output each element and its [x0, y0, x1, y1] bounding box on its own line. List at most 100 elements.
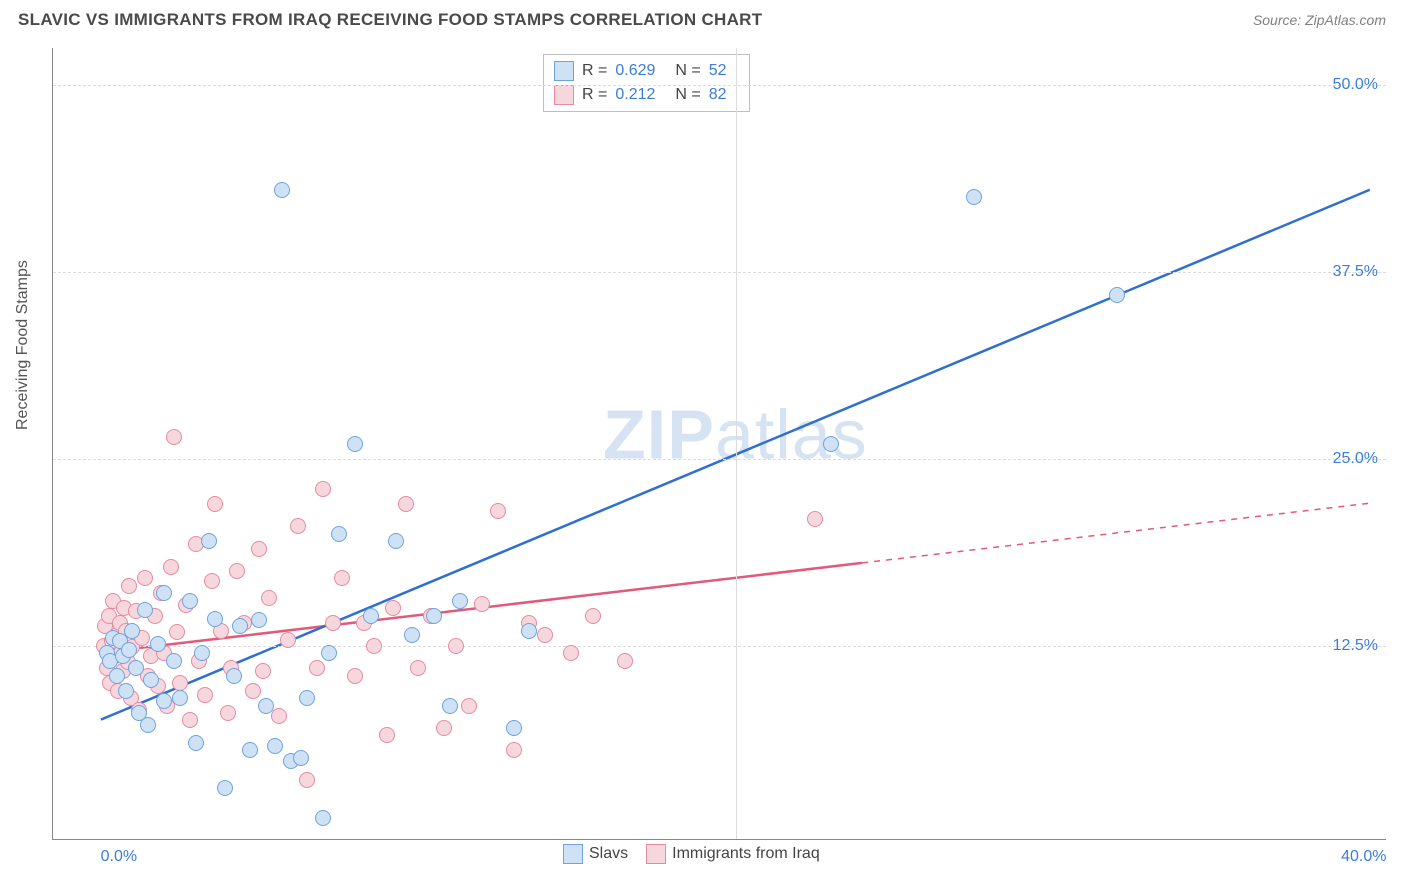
scatter-point-iraq — [204, 573, 220, 589]
scatter-point-slavs — [194, 645, 210, 661]
scatter-point-iraq — [617, 653, 633, 669]
scatter-point-slavs — [299, 690, 315, 706]
scatter-point-slavs — [321, 645, 337, 661]
gridline-horizontal — [53, 646, 1386, 647]
scatter-point-slavs — [506, 720, 522, 736]
scatter-point-slavs — [143, 672, 159, 688]
r-label: R = — [582, 86, 607, 104]
y-tick-label: 25.0% — [1333, 450, 1378, 468]
scatter-point-iraq — [385, 600, 401, 616]
scatter-point-iraq — [537, 627, 553, 643]
gridline-horizontal — [53, 272, 1386, 273]
scatter-point-slavs — [150, 636, 166, 652]
scatter-point-iraq — [347, 668, 363, 684]
scatter-point-iraq — [506, 742, 522, 758]
scatter-point-iraq — [436, 720, 452, 736]
scatter-point-iraq — [585, 608, 601, 624]
scatter-point-iraq — [220, 705, 236, 721]
scatter-point-slavs — [521, 623, 537, 639]
scatter-point-iraq — [398, 496, 414, 512]
scatter-point-iraq — [379, 727, 395, 743]
scatter-point-iraq — [251, 541, 267, 557]
chart-title: SLAVIC VS IMMIGRANTS FROM IRAQ RECEIVING… — [18, 10, 762, 30]
scatter-point-iraq — [315, 481, 331, 497]
scatter-point-iraq — [299, 772, 315, 788]
scatter-point-slavs — [251, 612, 267, 628]
scatter-point-slavs — [137, 602, 153, 618]
legend-item-slavs: Slavs — [563, 844, 628, 864]
scatter-point-slavs — [966, 189, 982, 205]
scatter-point-iraq — [807, 511, 823, 527]
scatter-point-iraq — [182, 712, 198, 728]
scatter-point-slavs — [172, 690, 188, 706]
scatter-point-slavs — [182, 593, 198, 609]
scatter-point-slavs — [442, 698, 458, 714]
scatter-point-iraq — [166, 429, 182, 445]
scatter-point-iraq — [121, 578, 137, 594]
scatter-point-iraq — [207, 496, 223, 512]
gridline-horizontal — [53, 459, 1386, 460]
scatter-point-slavs — [242, 742, 258, 758]
scatter-point-iraq — [229, 563, 245, 579]
watermark-rest: atlas — [715, 395, 868, 473]
correlation-legend: R = 0.629 N = 52 R = 0.212 N = 82 — [543, 54, 750, 112]
scatter-point-slavs — [452, 593, 468, 609]
r-value-iraq: 0.212 — [615, 86, 655, 104]
scatter-point-iraq — [169, 624, 185, 640]
scatter-point-iraq — [325, 615, 341, 631]
scatter-point-slavs — [109, 668, 125, 684]
y-tick-label: 37.5% — [1333, 263, 1378, 281]
x-tick-label: 40.0% — [1341, 848, 1386, 866]
r-label: R = — [582, 62, 607, 80]
y-axis-title: Receiving Food Stamps — [14, 260, 32, 430]
scatter-point-iraq — [448, 638, 464, 654]
scatter-point-slavs — [258, 698, 274, 714]
r-value-slavs: 0.629 — [615, 62, 655, 80]
swatch-slavs — [563, 844, 583, 864]
n-label: N = — [675, 62, 700, 80]
scatter-point-slavs — [232, 618, 248, 634]
regression-line-extrapolated — [862, 503, 1370, 563]
scatter-point-slavs — [217, 780, 233, 796]
scatter-point-iraq — [197, 687, 213, 703]
legend-row-iraq: R = 0.212 N = 82 — [554, 83, 739, 107]
scatter-point-slavs — [201, 533, 217, 549]
swatch-iraq — [646, 844, 666, 864]
scatter-point-iraq — [563, 645, 579, 661]
swatch-iraq — [554, 85, 574, 105]
scatter-point-slavs — [124, 623, 140, 639]
scatter-point-slavs — [188, 735, 204, 751]
scatter-point-iraq — [334, 570, 350, 586]
scatter-point-slavs — [823, 436, 839, 452]
scatter-point-slavs — [166, 653, 182, 669]
scatter-point-slavs — [156, 585, 172, 601]
source-attribution: Source: ZipAtlas.com — [1253, 12, 1386, 28]
scatter-point-slavs — [293, 750, 309, 766]
scatter-point-iraq — [255, 663, 271, 679]
scatter-point-iraq — [137, 570, 153, 586]
scatter-point-iraq — [290, 518, 306, 534]
scatter-point-iraq — [271, 708, 287, 724]
gridline-horizontal — [53, 85, 1386, 86]
watermark-bold: ZIP — [603, 395, 715, 473]
scatter-point-slavs — [156, 693, 172, 709]
scatter-point-iraq — [261, 590, 277, 606]
chart-plot-area: ZIPatlas R = 0.629 N = 52 R = 0.212 N = … — [52, 48, 1386, 840]
scatter-point-slavs — [118, 683, 134, 699]
scatter-point-slavs — [140, 717, 156, 733]
y-tick-label: 50.0% — [1333, 76, 1378, 94]
scatter-point-slavs — [363, 608, 379, 624]
gridline-vertical — [736, 48, 737, 839]
scatter-point-slavs — [207, 611, 223, 627]
series-label-slavs: Slavs — [589, 845, 628, 863]
scatter-point-slavs — [426, 608, 442, 624]
scatter-point-iraq — [280, 632, 296, 648]
scatter-point-slavs — [1109, 287, 1125, 303]
scatter-point-iraq — [461, 698, 477, 714]
y-tick-label: 12.5% — [1333, 637, 1378, 655]
series-legend: Slavs Immigrants from Iraq — [563, 844, 820, 864]
scatter-point-iraq — [366, 638, 382, 654]
scatter-point-iraq — [163, 559, 179, 575]
scatter-point-slavs — [404, 627, 420, 643]
scatter-point-iraq — [309, 660, 325, 676]
